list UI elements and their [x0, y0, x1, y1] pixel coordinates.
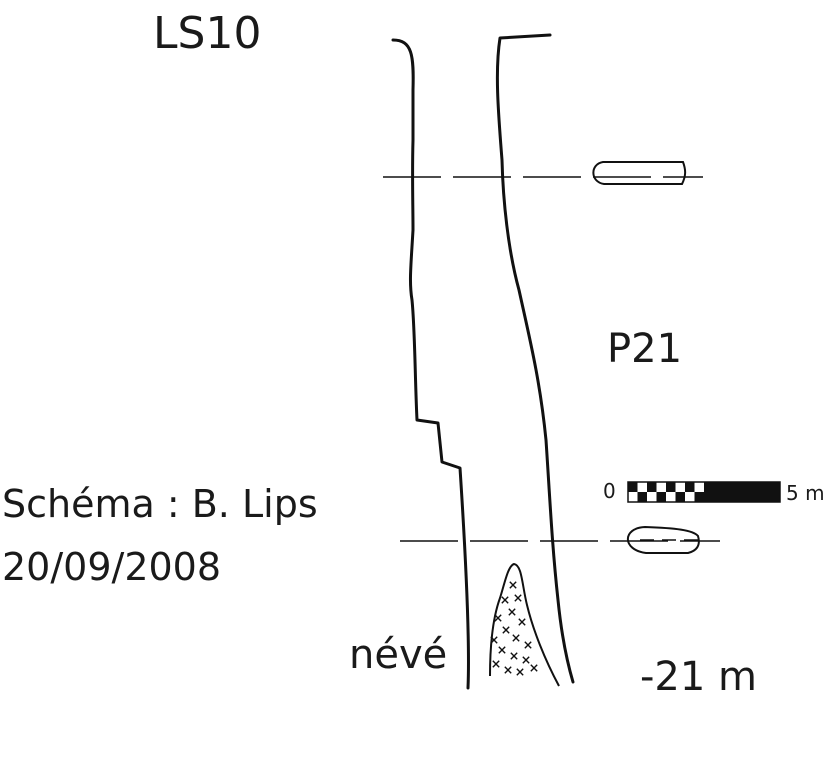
neve-snow-mark	[509, 581, 517, 589]
scale-bar-cell	[637, 482, 647, 492]
cave-name-title: LS10	[153, 8, 261, 59]
scale-bar-cell	[685, 482, 695, 492]
credit-date: 20/09/2008	[2, 545, 221, 589]
scale-start-label: 0	[603, 479, 616, 503]
neve-label: névé	[349, 632, 447, 678]
neve-snow-mark	[494, 614, 502, 622]
neve-snow-mark	[501, 596, 509, 604]
neve-snow-mark	[524, 641, 532, 649]
scale-bar-cell	[628, 482, 638, 492]
neve-snow-mark	[530, 664, 538, 672]
neve-snow-cone	[489, 562, 560, 687]
neve-snow-mark	[512, 634, 520, 642]
neve-snow-mark	[502, 626, 510, 634]
neve-snow-mark	[522, 656, 530, 664]
credit-author: Schéma : B. Lips	[2, 482, 318, 526]
scale-bar	[627, 481, 781, 503]
scale-bar-cell	[647, 482, 657, 492]
scale-bar-cell	[694, 492, 704, 502]
neve-snow-mark	[516, 668, 524, 676]
depth-label: -21 m	[640, 654, 757, 700]
scale-end-label: 5 m	[786, 481, 825, 505]
neve-snow-mark	[518, 618, 526, 626]
scale-bar-cell	[647, 492, 657, 502]
neve-snow-mark	[498, 646, 506, 654]
scale-bar-cell	[666, 492, 676, 502]
neve-snow-mark	[514, 594, 522, 602]
shaft-right-wall	[495, 33, 575, 684]
scale-bar-cell	[666, 482, 676, 492]
scale-bar-cell	[637, 492, 647, 502]
scale-bar-cell	[656, 482, 666, 492]
scale-bar-solid-top	[704, 482, 780, 492]
shaft-left-wall	[391, 38, 471, 690]
neve-snow-mark	[490, 636, 498, 644]
scale-bar-cell	[675, 492, 685, 502]
cross-section-lower	[627, 525, 700, 554]
pitch-label: P21	[607, 326, 682, 372]
neve-snow-mark	[508, 608, 516, 616]
cross-section-upper	[592, 161, 687, 185]
scale-bar-cell	[694, 482, 704, 492]
neve-snow-marks	[490, 581, 538, 676]
scale-bar-cell	[656, 492, 666, 502]
scale-bar-solid-bottom	[704, 492, 780, 502]
scale-bar-cell	[628, 492, 638, 502]
scale-bar-cell	[675, 482, 685, 492]
neve-snow-mark	[510, 652, 518, 660]
neve-snow-mark	[492, 660, 500, 668]
scale-bar-cell	[685, 492, 695, 502]
neve-snow-mark	[504, 666, 512, 674]
scale-bar-border	[627, 481, 781, 503]
